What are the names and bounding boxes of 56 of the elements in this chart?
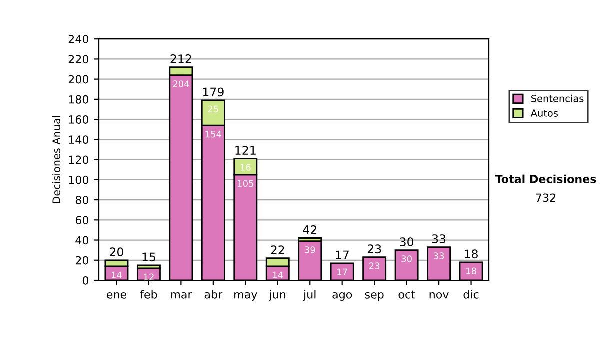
y-axis-title: Decisiones Anual [52,116,60,204]
y-tick-label: 240 [68,35,89,44]
data-label: 16 [240,164,251,171]
y-tick-label: 20 [76,256,89,265]
y-tick-label: 160 [69,116,89,124]
y-tick-label: 60 [76,216,89,225]
data-label: 30 [402,256,412,262]
total-label: 20 [110,248,124,257]
data-label: 154 [206,131,222,138]
total-label: 30 [400,238,414,247]
total-label: 22 [271,246,284,254]
x-tick-label: abr [204,290,223,299]
total-label: 121 [236,146,256,155]
data-label: 25 [208,106,218,113]
x-tick-label: dic [464,290,479,299]
x-tick-label: mar [171,292,192,299]
x-tick-label: jun [269,290,286,301]
data-label: 18 [466,268,476,275]
data-label: 12 [144,274,154,280]
y-tick-label: 220 [68,55,89,64]
y-tick-label: 80 [76,196,89,204]
x-tick-label: nov [430,292,449,299]
total-label: 17 [336,250,349,260]
total-label: 23 [368,244,382,254]
text: Total Decisiones [495,174,596,184]
y-tick-label: 100 [69,176,89,184]
x-tick-label: feb [140,290,158,299]
total-label: 33 [432,234,446,244]
data-label: 14 [112,272,122,278]
data-label: 23 [369,262,380,270]
data-label: 105 [238,180,254,188]
total-label: 42 [303,226,316,234]
total-label: 212 [170,54,192,64]
total-label: 179 [203,88,224,97]
x-tick-label: jul [303,290,316,301]
data-label: 33 [434,252,444,260]
text: 732 [536,194,556,202]
x-tick-label: may [234,292,258,301]
y-tick-label: 180 [69,95,89,104]
data-label: 14 [273,272,284,278]
data-label: 204 [173,80,190,88]
y-tick-label: 200 [68,75,89,84]
y-tick-label: 0 [82,276,89,285]
x-tick-label: oct [398,290,416,299]
data-label: 39 [305,246,316,254]
legend-label: Sentencias [531,94,584,102]
data-label: 17 [338,268,348,276]
x-tick-label: ene [106,292,126,299]
y-tick-label: 40 [76,236,89,245]
y-tick-label: 140 [69,136,89,144]
total-label: 15 [142,252,156,262]
x-tick-label: ago [332,292,352,301]
legend-label: Autos [530,110,558,117]
total-label: 18 [465,250,478,259]
x-tick-label: sep [365,292,384,301]
y-tick-label: 120 [69,156,89,164]
